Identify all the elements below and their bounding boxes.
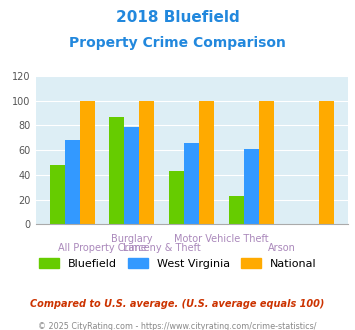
Bar xyxy=(169,171,184,224)
Text: Arson: Arson xyxy=(267,243,295,253)
Bar xyxy=(80,101,94,224)
Text: Larceny & Theft: Larceny & Theft xyxy=(123,243,201,253)
Bar xyxy=(199,101,214,224)
Bar xyxy=(140,101,154,224)
Text: Compared to U.S. average. (U.S. average equals 100): Compared to U.S. average. (U.S. average … xyxy=(30,299,325,309)
Bar xyxy=(125,127,140,224)
Text: All Property Crime: All Property Crime xyxy=(58,243,146,253)
Bar xyxy=(109,117,125,224)
Text: Property Crime Comparison: Property Crime Comparison xyxy=(69,36,286,50)
Bar xyxy=(259,101,274,224)
Bar xyxy=(244,149,259,224)
Bar xyxy=(184,143,199,224)
Bar xyxy=(65,140,80,224)
Bar xyxy=(229,196,244,224)
Bar xyxy=(50,165,65,224)
Text: Motor Vehicle Theft: Motor Vehicle Theft xyxy=(174,234,269,244)
Bar xyxy=(319,101,334,224)
Legend: Bluefield, West Virginia, National: Bluefield, West Virginia, National xyxy=(34,254,321,273)
Text: 2018 Bluefield: 2018 Bluefield xyxy=(116,10,239,25)
Text: © 2025 CityRating.com - https://www.cityrating.com/crime-statistics/: © 2025 CityRating.com - https://www.city… xyxy=(38,322,317,330)
Text: Burglary: Burglary xyxy=(111,234,153,244)
